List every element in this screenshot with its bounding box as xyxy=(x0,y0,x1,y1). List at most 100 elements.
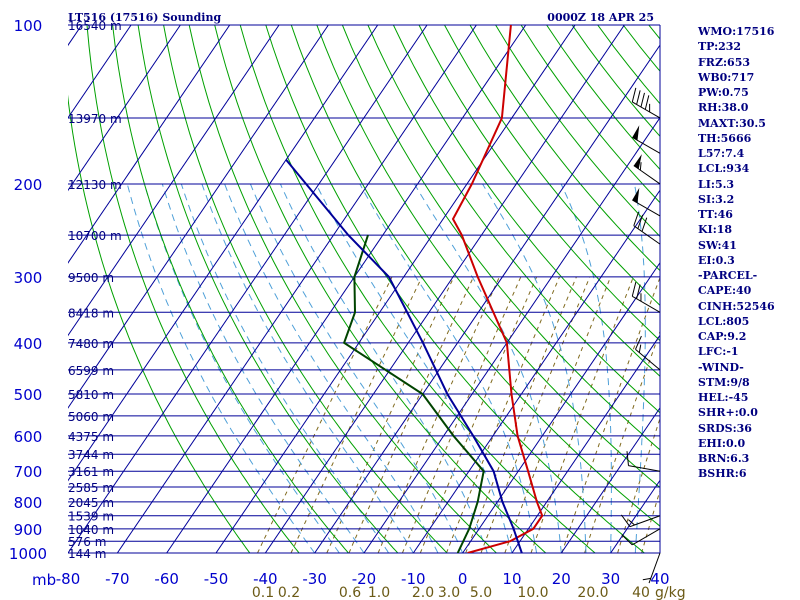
index-line: WMO:17516 xyxy=(698,25,775,38)
wind-barb xyxy=(620,514,661,528)
index-line: STM:9/8 xyxy=(698,375,750,389)
pressure-tick-label: 400 xyxy=(14,335,43,353)
isotherm-line xyxy=(511,334,660,553)
mixing-ratio-tick-label: 0.6 xyxy=(339,585,361,600)
mixing-ratio-line xyxy=(348,276,474,553)
mixing-ratio-line xyxy=(465,276,577,553)
height-label: 12130 m xyxy=(68,178,122,192)
height-label: 576 m xyxy=(68,535,106,549)
isotherm-line xyxy=(412,189,660,553)
wind-barbs xyxy=(620,87,661,584)
index-line: TT:46 xyxy=(698,208,733,221)
isotherm-line xyxy=(314,44,660,553)
isotherm-line xyxy=(560,406,660,553)
moist-adiabat-line xyxy=(144,183,340,553)
wind-barb xyxy=(632,187,661,217)
mixing-ratio-tick-label: 1.0 xyxy=(368,585,390,600)
height-label: 8418 m xyxy=(68,306,114,320)
height-label: 5060 m xyxy=(68,410,114,424)
moist-adiabat-line xyxy=(161,183,365,553)
dry-adiabat-line xyxy=(214,25,547,553)
mixing-ratio-line xyxy=(326,276,455,553)
isobars xyxy=(68,24,661,554)
height-label: 16540 m xyxy=(68,19,122,33)
wind-barb xyxy=(631,282,661,313)
mixing-ratio-lines xyxy=(257,276,660,553)
moist-adiabat-line xyxy=(279,183,488,553)
mixing-ratio-line xyxy=(617,416,660,553)
wind-barb xyxy=(633,211,661,245)
temperature-line xyxy=(451,25,544,553)
pressure-tick-label: 700 xyxy=(14,463,43,481)
temperature-tick-label: 30 xyxy=(601,570,620,588)
temperature-tick-label: 40 xyxy=(650,570,669,588)
dry-adiabat-line xyxy=(137,25,399,553)
pressure-unit-label: mb xyxy=(32,571,56,589)
index-line: BRN:6.3 xyxy=(698,452,750,465)
temperature-tick-label: 20 xyxy=(552,570,571,588)
temperature-tick-label: -30 xyxy=(302,570,327,588)
moist-adiabat-line xyxy=(201,183,414,553)
height-label: 3744 m xyxy=(68,448,114,462)
isotherm-line xyxy=(68,25,132,119)
isotherms xyxy=(68,25,660,553)
mixing-ratio-line xyxy=(504,276,612,553)
dry-adiabats xyxy=(68,25,660,553)
temperature-tick-label: -60 xyxy=(154,570,179,588)
mixing-ratio-line xyxy=(290,276,423,553)
wind-barb xyxy=(642,552,661,584)
index-line: TH:5666 xyxy=(698,131,752,145)
index-line: WB0:717 xyxy=(698,70,755,84)
index-line: SHR+:0.0 xyxy=(698,406,758,420)
dry-adiabat-line xyxy=(316,25,660,489)
index-line: SW:41 xyxy=(698,238,737,252)
index-line: FRZ:653 xyxy=(698,55,751,69)
height-label: 1040 m xyxy=(68,523,114,537)
isotherm-line xyxy=(68,25,428,553)
wind-barb xyxy=(631,87,661,119)
index-line: PW:0.75 xyxy=(698,86,749,99)
height-label: 10700 m xyxy=(68,229,122,243)
sounding-indices-panel: WMO:17516 TP:232 FRZ:653 WB0:717 PW:0.75 RH:3… xyxy=(698,24,798,482)
wind-barb xyxy=(635,335,661,371)
index-line: LCL:934 xyxy=(698,162,750,176)
height-label: 4375 m xyxy=(68,430,114,444)
isotherm-line xyxy=(462,261,660,553)
index-line: EHI:0.0 xyxy=(698,436,746,450)
moist-adiabat-line xyxy=(180,183,390,553)
mixing-ratio-tick-label: 40 xyxy=(632,585,650,600)
dewpoint-line xyxy=(342,234,485,553)
dry-adiabat-line xyxy=(290,25,660,527)
pressure-tick-label: 900 xyxy=(14,521,43,539)
temperature-tick-label: -80 xyxy=(56,570,81,588)
index-line: LI:5.3 xyxy=(698,177,735,191)
wind-barb xyxy=(626,451,661,472)
mixing-ratio-line xyxy=(445,276,560,553)
moist-adiabat-line xyxy=(482,183,587,553)
temperature-tick-label: -40 xyxy=(253,570,278,588)
mixing-ratio-unit-label: g/kg xyxy=(655,585,686,600)
dry-adiabat-line xyxy=(163,25,448,553)
parcel-line xyxy=(285,159,523,553)
dry-adiabat-line xyxy=(112,25,349,553)
moist-adiabat-line xyxy=(560,183,612,553)
moist-adiabat-line xyxy=(315,183,513,553)
height-label: 1539 m xyxy=(68,510,114,524)
pressure-tick-label: 800 xyxy=(14,494,43,512)
height-label: 3161 m xyxy=(68,465,114,479)
index-line: L57:7.4 xyxy=(698,147,745,160)
isotherm-line xyxy=(68,25,181,192)
isotherm-line xyxy=(68,25,231,264)
pressure-tick-label: 500 xyxy=(14,386,43,404)
moist-adiabat-line xyxy=(126,183,316,553)
index-line: LFC:-1 xyxy=(698,345,739,359)
index-line: KI:18 xyxy=(698,223,733,237)
mixing-ratio-tick-label: 0.1 xyxy=(252,585,274,600)
index-line: EI:0.3 xyxy=(698,253,735,267)
station-title: LT516 (17516) Sounding xyxy=(68,11,221,24)
height-label: 2585 m xyxy=(68,481,114,495)
isotherm-line xyxy=(68,25,329,409)
isotherm-line xyxy=(68,25,280,337)
